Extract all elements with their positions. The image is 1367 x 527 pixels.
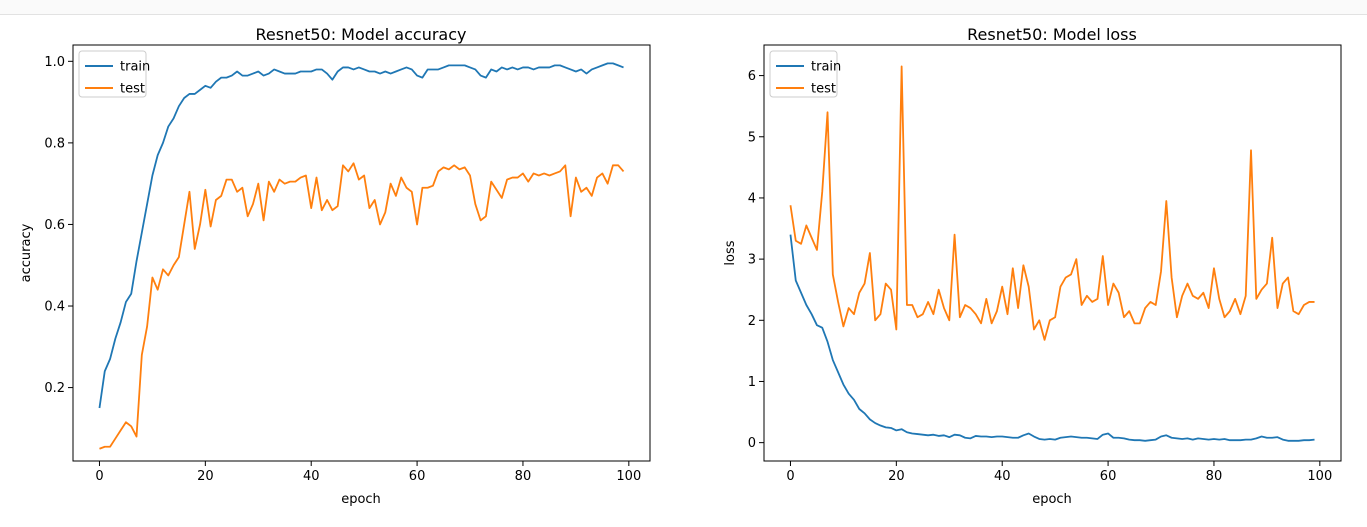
loss-test-line xyxy=(789,65,1315,341)
accuracy-y-tick-label: 0.2 xyxy=(44,381,65,396)
loss-y-tick-label: 6 xyxy=(748,69,756,84)
accuracy-chart-title: Resnet50: Model accuracy xyxy=(256,25,467,44)
loss-chart: Resnet50: Model loss 0 20 40 60 80 100 0 1 2 3 4 5 6… xyxy=(723,25,1342,507)
accuracy-y-tick-label: 0.8 xyxy=(44,136,65,151)
accuracy-legend-train-label: train xyxy=(120,60,150,75)
notebook-output-top-border xyxy=(0,0,1367,15)
loss-ticks: 0 20 40 60 80 100 0 1 2 3 4 5 6 xyxy=(748,69,1333,484)
loss-legend-box xyxy=(769,50,838,98)
loss-y-axis-label: loss xyxy=(723,240,738,265)
accuracy-y-tick-label: 1.0 xyxy=(44,55,65,70)
accuracy-legend-box xyxy=(78,50,147,98)
accuracy-legend: train test xyxy=(78,50,150,98)
accuracy-y-tick-label: 0.4 xyxy=(44,300,65,315)
loss-y-tick-label: 1 xyxy=(748,375,756,390)
loss-y-tick-label: 5 xyxy=(748,130,756,145)
accuracy-legend-test-label: test xyxy=(120,82,145,97)
accuracy-y-tick-label: 0.6 xyxy=(44,218,65,233)
accuracy-ticks: 0 20 40 60 80 100 0.2 0.4 0.6 0.8 1.0 xyxy=(44,55,641,484)
loss-legend-train-label: train xyxy=(811,60,841,75)
accuracy-test-line xyxy=(99,162,625,450)
loss-x-tick-label: 60 xyxy=(1100,469,1117,484)
accuracy-x-tick-label: 100 xyxy=(616,469,641,484)
loss-x-tick-label: 20 xyxy=(888,469,905,484)
accuracy-x-tick-label: 0 xyxy=(95,469,103,484)
accuracy-chart: Resnet50: Model accuracy 0 20 40 60 80 100 0.2… xyxy=(19,25,651,507)
loss-legend-test-label: test xyxy=(811,82,836,97)
accuracy-y-axis-label: accuracy xyxy=(19,223,34,282)
loss-x-tick-label: 40 xyxy=(994,469,1011,484)
loss-y-tick-label: 3 xyxy=(748,253,756,268)
loss-y-tick-label: 2 xyxy=(748,314,756,329)
accuracy-train-line xyxy=(98,62,624,409)
loss-y-tick-label: 0 xyxy=(748,436,756,451)
loss-x-tick-label: 80 xyxy=(1206,469,1223,484)
accuracy-x-axis-label: epoch xyxy=(341,492,381,507)
accuracy-x-tick-label: 60 xyxy=(409,469,426,484)
loss-chart-title: Resnet50: Model loss xyxy=(967,25,1137,44)
loss-train-line xyxy=(789,234,1315,442)
loss-x-tick-label: 0 xyxy=(786,469,794,484)
loss-legend: train test xyxy=(769,50,841,98)
accuracy-x-tick-label: 80 xyxy=(515,469,532,484)
loss-y-tick-label: 4 xyxy=(748,191,756,206)
loss-x-axis-label: epoch xyxy=(1032,492,1072,507)
loss-series xyxy=(789,65,1315,442)
loss-plot-area xyxy=(763,44,1342,462)
accuracy-x-tick-label: 40 xyxy=(303,469,320,484)
accuracy-series xyxy=(98,62,625,450)
loss-x-tick-label: 100 xyxy=(1307,469,1332,484)
accuracy-x-tick-label: 20 xyxy=(197,469,214,484)
accuracy-plot-area xyxy=(72,44,651,462)
